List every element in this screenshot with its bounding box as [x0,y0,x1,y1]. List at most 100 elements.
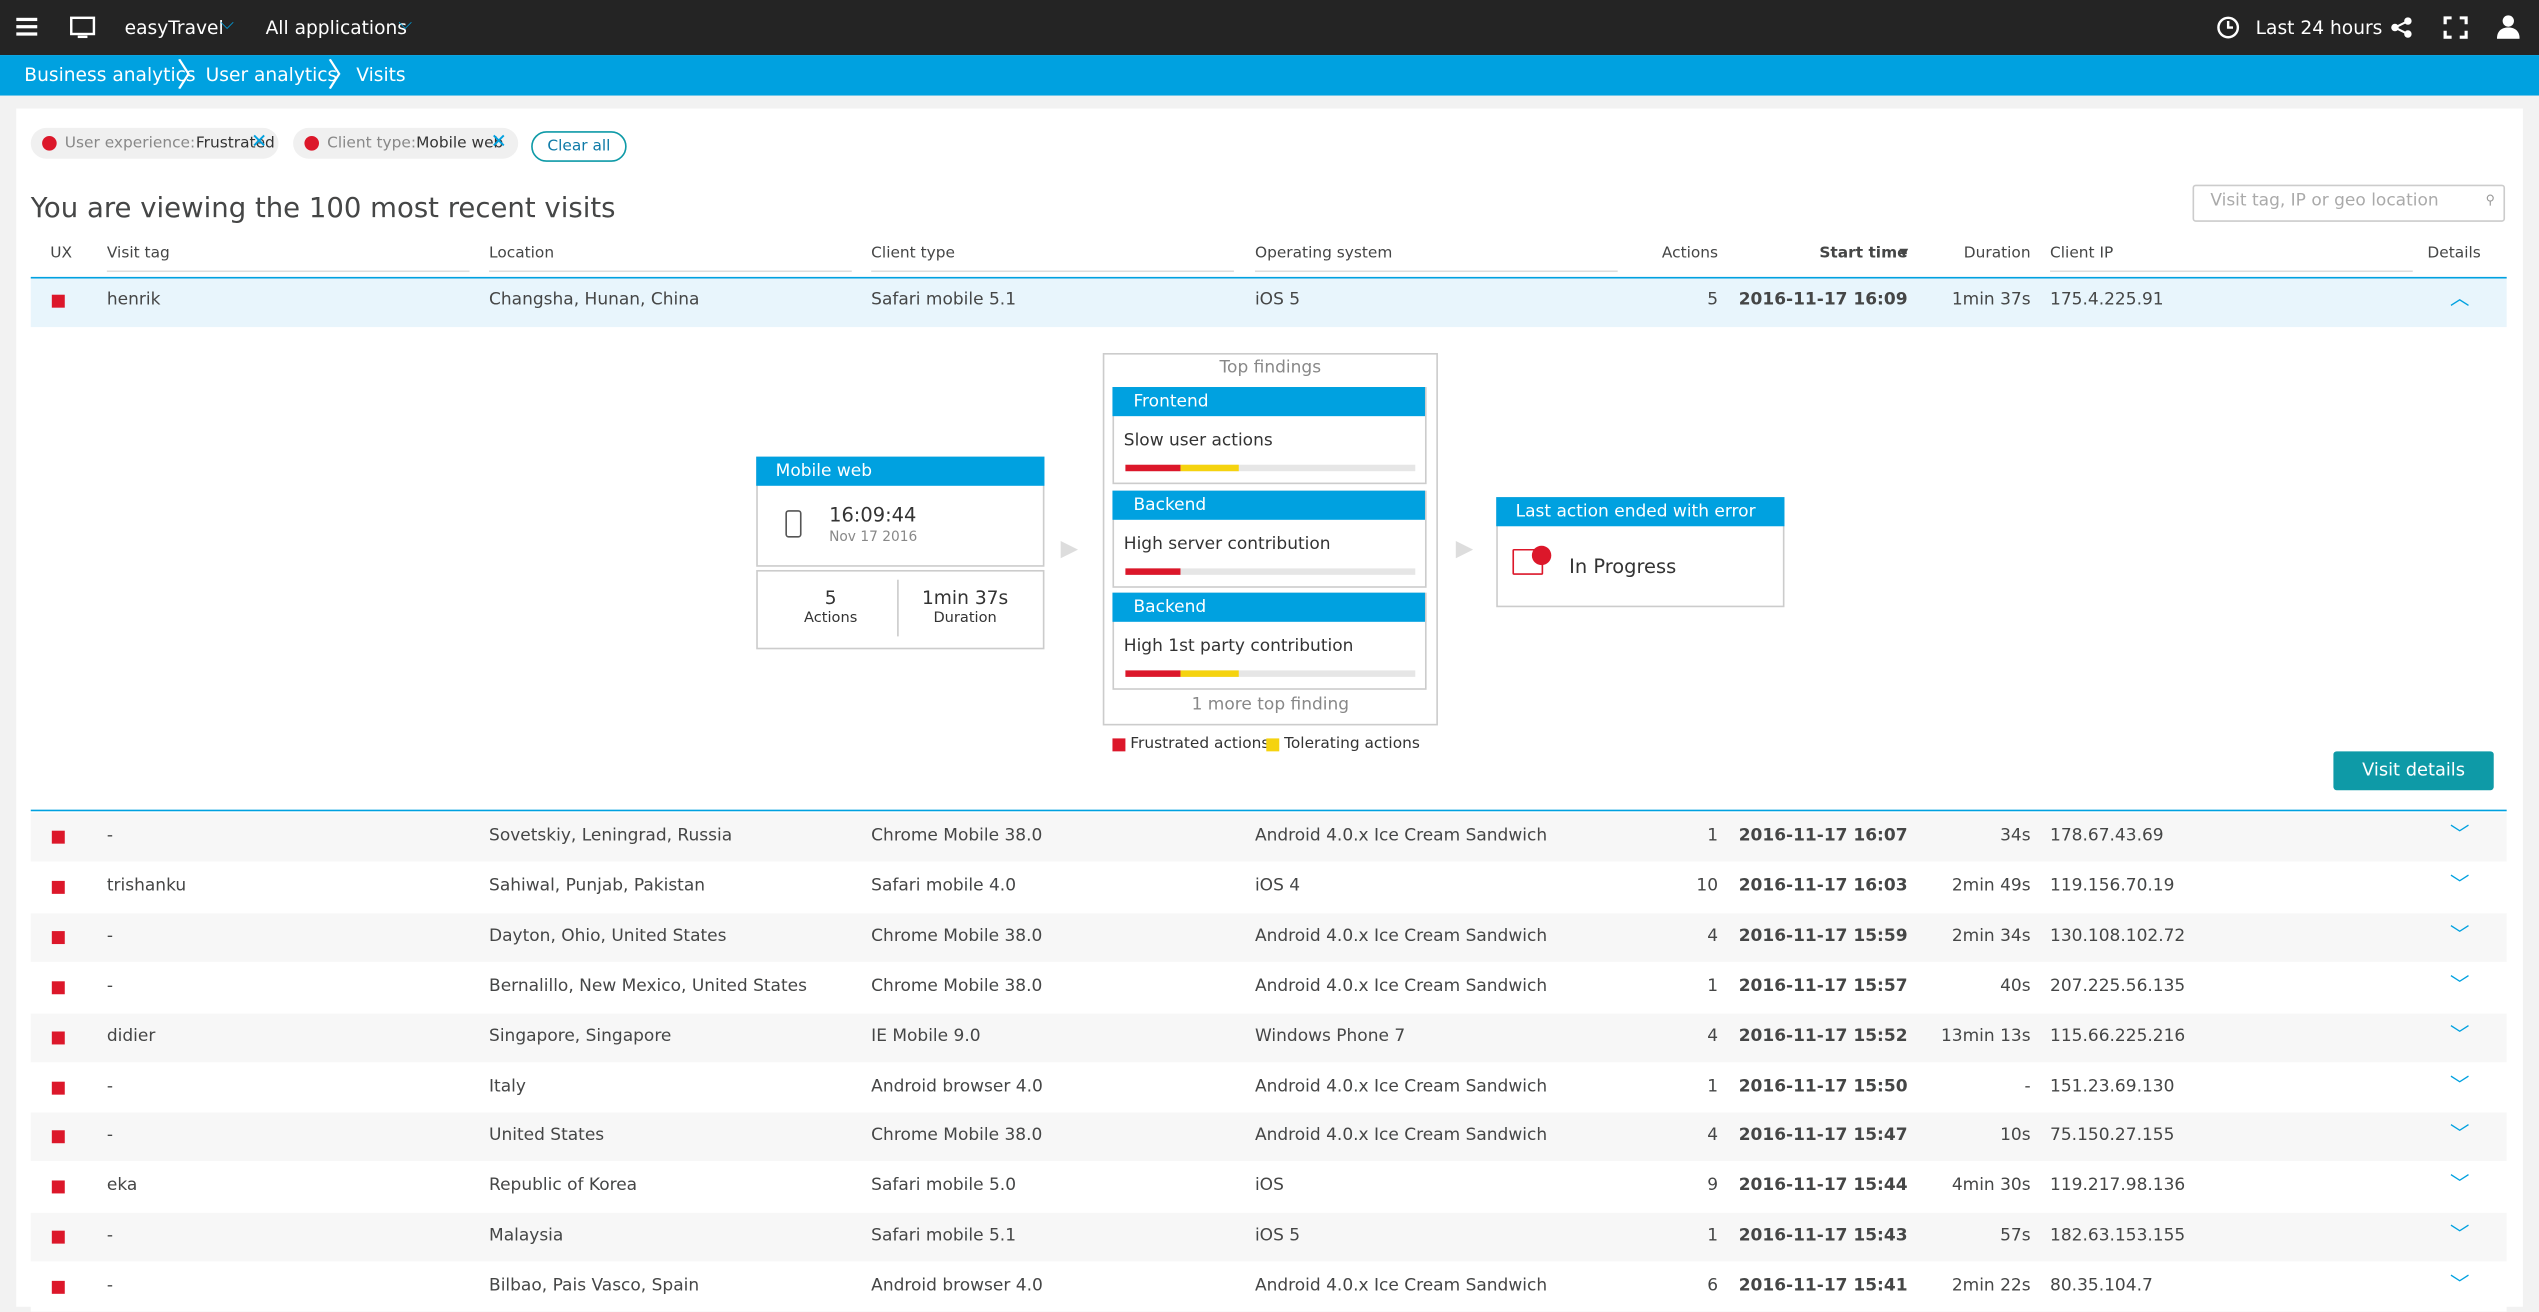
cell: Chrome Mobile 38.0 [871,1125,1043,1145]
ux-indicator [51,294,65,308]
more-findings[interactable]: 1 more top finding [1191,694,1350,715]
cell: 1 [1707,1225,1719,1246]
table-row[interactable] [30,963,2507,1013]
table-row[interactable] [30,863,2507,912]
cell: 4 [1707,1026,1719,1047]
applications[interactable]: All applications [265,16,408,39]
detail-divider [30,809,2507,812]
stat-value: 1min 37s [921,586,1009,609]
timeframe[interactable]: Last 24 hours [2255,16,2383,39]
details-toggle[interactable]: ﹀ [2450,1073,2470,1097]
cell: 178.67.43.69 [2050,825,2164,846]
cell: Android 4.0.x Ice Cream Sandwich [1254,1125,1548,1145]
share-icon[interactable] [2390,16,2413,39]
cell: United States [489,1125,605,1145]
cell: Changsha, Hunan, China [489,289,700,310]
cell: Malaysia [489,1225,564,1246]
details-toggle[interactable]: ﹀ [2450,1172,2470,1196]
breadcrumb[interactable]: Business analytics [24,63,196,86]
finding-bar-track [1125,567,1416,575]
visit-details-button[interactable]: Visit details [2333,751,2494,791]
client-card-header: Mobile web [756,456,1045,486]
fullscreen-icon[interactable] [2443,16,2468,39]
breadcrumb[interactable]: Visits [356,63,406,86]
cell: 115.66.225.216 [2050,1026,2186,1047]
column-header[interactable]: UX [50,244,73,263]
filter-chip[interactable] [293,127,519,159]
ux-indicator [51,1130,65,1144]
cell: Chrome Mobile 38.0 [871,976,1043,996]
table-row[interactable] [30,812,2507,862]
details-toggle[interactable]: ﹀ [2450,1122,2470,1145]
cell: 13min 13s [1940,1026,2031,1047]
cell: Safari mobile 5.1 [871,1225,1017,1246]
cell: 2016-11-17 15:47 [1738,1125,1908,1145]
details-toggle[interactable]: ﹀ [2450,822,2470,846]
details-toggle[interactable]: ﹀ [2450,1023,2470,1047]
cell: 207.225.56.135 [2050,976,2186,996]
cell: iOS 5 [1254,1225,1301,1246]
cell: 1min 37s [1951,289,2031,310]
details-toggle[interactable]: ﹀ [2450,973,2470,996]
stats-divider [897,579,899,637]
cell: 4 [1707,1125,1719,1145]
search-box[interactable] [2192,184,2506,222]
cell: Sovetskiy, Leningrad, Russia [489,825,733,846]
table-row[interactable] [30,1112,2507,1162]
table-row[interactable] [30,1162,2507,1212]
column-header[interactable]: Start time [1819,244,1908,263]
flow-arrow: ▶ [1060,535,1079,562]
table-row[interactable] [30,1212,2507,1262]
filter-remove[interactable]: ✕ [250,129,268,153]
search-icon: ⚲ [2485,192,2496,208]
details-toggle[interactable]: ﹀ [2450,872,2470,896]
column-header[interactable]: Actions [1661,244,1719,263]
details-toggle[interactable]: ﹀ [2450,1272,2470,1296]
finding-text: High server contribution [1123,533,1331,553]
cell: 2016-11-17 16:09 [1738,289,1908,310]
table-row[interactable] [30,913,2507,962]
cell: Safari mobile 4.0 [871,876,1017,896]
details-toggle[interactable]: ﹀ [2450,1222,2470,1246]
ux-indicator [51,1230,65,1244]
ux-indicator [51,1280,65,1294]
stat-label: Actions [804,610,858,627]
cell: 2016-11-17 15:41 [1738,1276,1908,1296]
finding-text: High 1st party contribution [1123,636,1354,656]
menu-icon[interactable] [16,16,39,37]
finding-bar-tolerating [1180,464,1239,472]
clear-all-button[interactable]: Clear all [531,131,627,162]
finding-bar-frustrated [1125,670,1181,677]
cell: 5 [1707,289,1719,310]
breadcrumb[interactable]: User analytics [205,63,338,86]
details-toggle[interactable]: ︿ [2450,286,2470,310]
details-toggle[interactable]: ﹀ [2450,923,2470,946]
cell: 130.108.102.72 [2050,926,2186,946]
table-row[interactable] [30,276,2507,328]
filter-chip[interactable] [30,127,279,159]
cell: 151.23.69.130 [2050,1076,2175,1097]
search-placeholder: Visit tag, IP or geo location [2210,191,2439,211]
filter-remove[interactable]: ✕ [490,129,507,153]
table-row[interactable] [30,1063,2507,1113]
column-header[interactable]: Client IP [2050,244,2114,263]
column-header[interactable]: Client type [871,244,955,263]
column-header[interactable]: Details [2427,244,2481,263]
column-header[interactable]: Duration [1963,244,2031,263]
cell: 75.150.27.155 [2050,1125,2175,1145]
ux-indicator [51,1081,65,1095]
breadcrumb-bar [0,55,2539,96]
table-row[interactable] [30,1013,2507,1063]
cell: 2016-11-17 15:44 [1738,1175,1908,1196]
column-header[interactable]: Visit tag [106,244,170,263]
user-icon[interactable] [2496,15,2520,39]
header-divider [106,270,470,273]
legend-label: Frustrated actions [1130,735,1270,753]
column-header[interactable]: Location [489,244,555,263]
environment[interactable]: easyTravel [124,16,224,39]
column-header[interactable]: Operating system [1254,244,1393,263]
stat-label: Duration [933,610,997,627]
finding-category: Backend [1112,489,1425,519]
top-bar [0,0,2539,56]
